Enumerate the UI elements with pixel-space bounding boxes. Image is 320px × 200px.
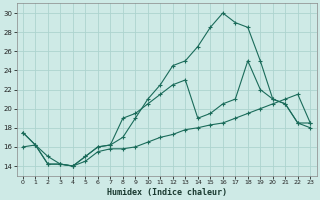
X-axis label: Humidex (Indice chaleur): Humidex (Indice chaleur) (107, 188, 227, 197)
